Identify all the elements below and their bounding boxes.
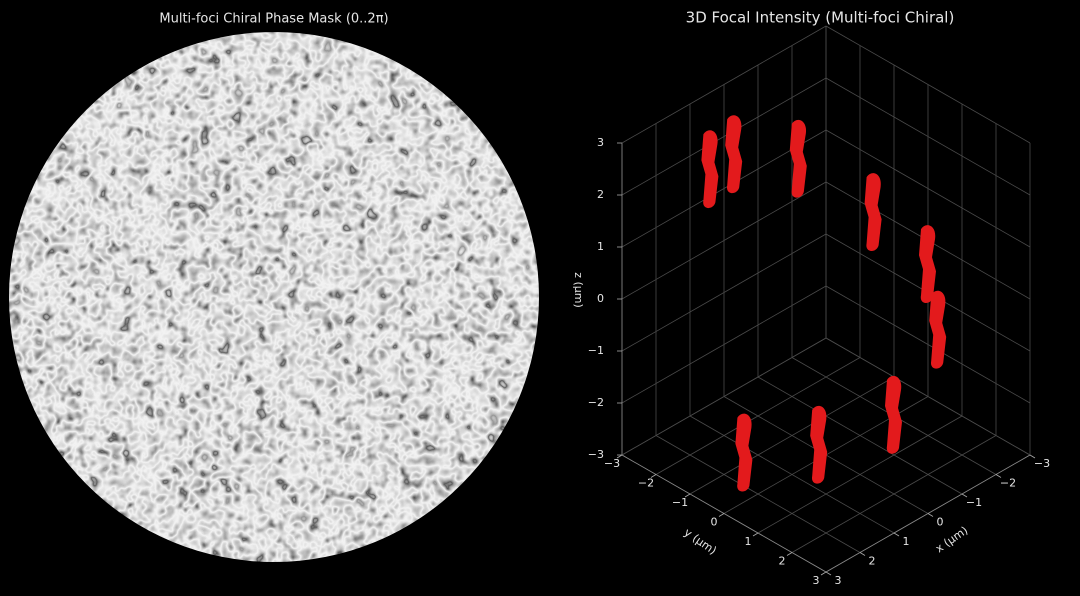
y-tick — [820, 571, 827, 576]
phase-texture — [9, 32, 539, 562]
z-tick-label: 2 — [597, 188, 604, 201]
grid-line — [825, 337, 1031, 456]
y-tick-label: 2 — [779, 555, 786, 568]
y-tick-label: 1 — [745, 535, 752, 548]
grid-line — [621, 337, 827, 456]
phase-mask — [9, 32, 539, 562]
x-tick-label: 0 — [937, 516, 944, 529]
x-tick-label: 1 — [903, 535, 910, 548]
grid-line — [825, 77, 1031, 196]
y-tick — [786, 552, 793, 556]
x-tick — [995, 474, 1002, 478]
grid-line — [621, 285, 827, 404]
x-tick — [927, 513, 934, 517]
y-tick — [616, 454, 623, 459]
chart-title: 3D Focal Intensity (Multi-foci Chiral) — [686, 9, 955, 27]
y-tick-label: 3 — [813, 574, 820, 587]
y-tick-label: −3 — [604, 457, 620, 470]
grid-line — [825, 25, 1031, 144]
focus-spot — [701, 130, 719, 209]
x-tick-label: 2 — [869, 555, 876, 568]
z-tick-label: 3 — [597, 136, 604, 149]
grid-line — [621, 77, 827, 196]
x-tick — [1029, 454, 1036, 459]
z-tick-label: 1 — [597, 240, 604, 253]
y-tick — [684, 493, 691, 498]
grid-line — [825, 129, 1031, 248]
z-tick-label: −3 — [588, 448, 604, 461]
grid-line — [655, 357, 861, 475]
grid-line — [689, 376, 895, 495]
x-tick — [859, 552, 866, 556]
grid-line — [791, 435, 997, 553]
y-tick-label: 0 — [711, 516, 718, 529]
z-tick-label: −1 — [588, 344, 604, 357]
y-tick-label: −1 — [672, 496, 688, 509]
y-tick — [752, 532, 759, 537]
focus-spot — [735, 413, 753, 492]
x-tick — [961, 493, 968, 498]
focus-spot — [929, 290, 947, 369]
grid-line — [825, 285, 1031, 404]
focus-spot — [885, 375, 902, 454]
focus-spot — [789, 119, 807, 198]
grid-line — [621, 233, 827, 352]
grid-line — [757, 415, 963, 534]
x-tick-label: −1 — [966, 496, 982, 509]
focus-spot — [725, 115, 743, 194]
x-tick — [825, 571, 832, 576]
focus-spot — [919, 225, 936, 303]
z-tick-label: −2 — [588, 396, 604, 409]
focus-spot — [864, 173, 882, 251]
grid-line — [621, 181, 827, 300]
y-tick-label: −2 — [638, 477, 654, 490]
y-tick — [650, 474, 657, 478]
chart-title: Multi-foci Chiral Phase Mask (0..2π) — [159, 12, 388, 27]
x-tick-label: 3 — [835, 574, 842, 587]
grid-line — [621, 25, 827, 144]
x-tick-label: −3 — [1034, 457, 1050, 470]
z-axis-label: z (μm) — [572, 272, 585, 308]
y-tick — [718, 513, 725, 517]
x-tick — [893, 532, 900, 537]
focus-spot — [810, 405, 828, 484]
z-tick-label: 0 — [597, 292, 604, 305]
x-tick-label: −2 — [1000, 477, 1016, 490]
